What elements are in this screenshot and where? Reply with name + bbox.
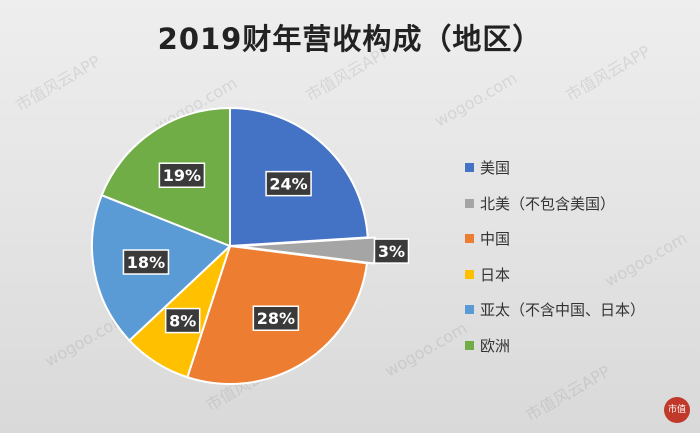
legend-swatch-1: [465, 198, 474, 208]
svg-text:18%: 18%: [127, 253, 165, 272]
data-label-4: 18%: [122, 249, 170, 275]
data-label-1: 3%: [373, 238, 410, 264]
legend-item-1: 北美（不包含美国）: [465, 186, 645, 222]
legend-item-4: 亚太（不含中国、日本）: [465, 292, 645, 328]
data-label-3: 8%: [164, 307, 201, 334]
svg-text:19%: 19%: [163, 166, 201, 185]
legend-item-5: 欧洲: [465, 328, 645, 364]
legend-label-0: 美国: [480, 159, 511, 178]
legend-swatch-4: [465, 305, 474, 315]
svg-text:24%: 24%: [269, 175, 307, 194]
chart-title: 2019财年营收构成（地区）: [157, 22, 543, 56]
corner-badge: 市值: [664, 397, 690, 423]
data-label-5: 19%: [158, 162, 206, 188]
legend-item-3: 日本: [465, 257, 645, 293]
legend-label-3: 日本: [480, 265, 511, 284]
legend-label-1: 北美（不包含美国）: [480, 194, 616, 213]
legend: 美国北美（不包含美国） 中国日本亚太（不含中国、日本） 欧洲: [465, 150, 645, 363]
svg-text:3%: 3%: [378, 242, 405, 261]
svg-text:8%: 8%: [169, 312, 196, 331]
svg-text:28%: 28%: [257, 309, 295, 328]
legend-label-4: 亚太（不含中国、日本）: [480, 301, 646, 320]
legend-swatch-2: [465, 234, 474, 244]
legend-swatch-5: [465, 340, 474, 350]
legend-label-5: 欧洲: [480, 336, 511, 355]
legend-swatch-3: [465, 269, 474, 279]
data-label-2: 28%: [252, 305, 300, 331]
legend-item-0: 美国: [465, 150, 645, 186]
legend-swatch-0: [465, 163, 474, 173]
legend-item-2: 中国: [465, 221, 645, 257]
legend-label-2: 中国: [480, 230, 511, 249]
data-label-0: 24%: [265, 170, 312, 197]
